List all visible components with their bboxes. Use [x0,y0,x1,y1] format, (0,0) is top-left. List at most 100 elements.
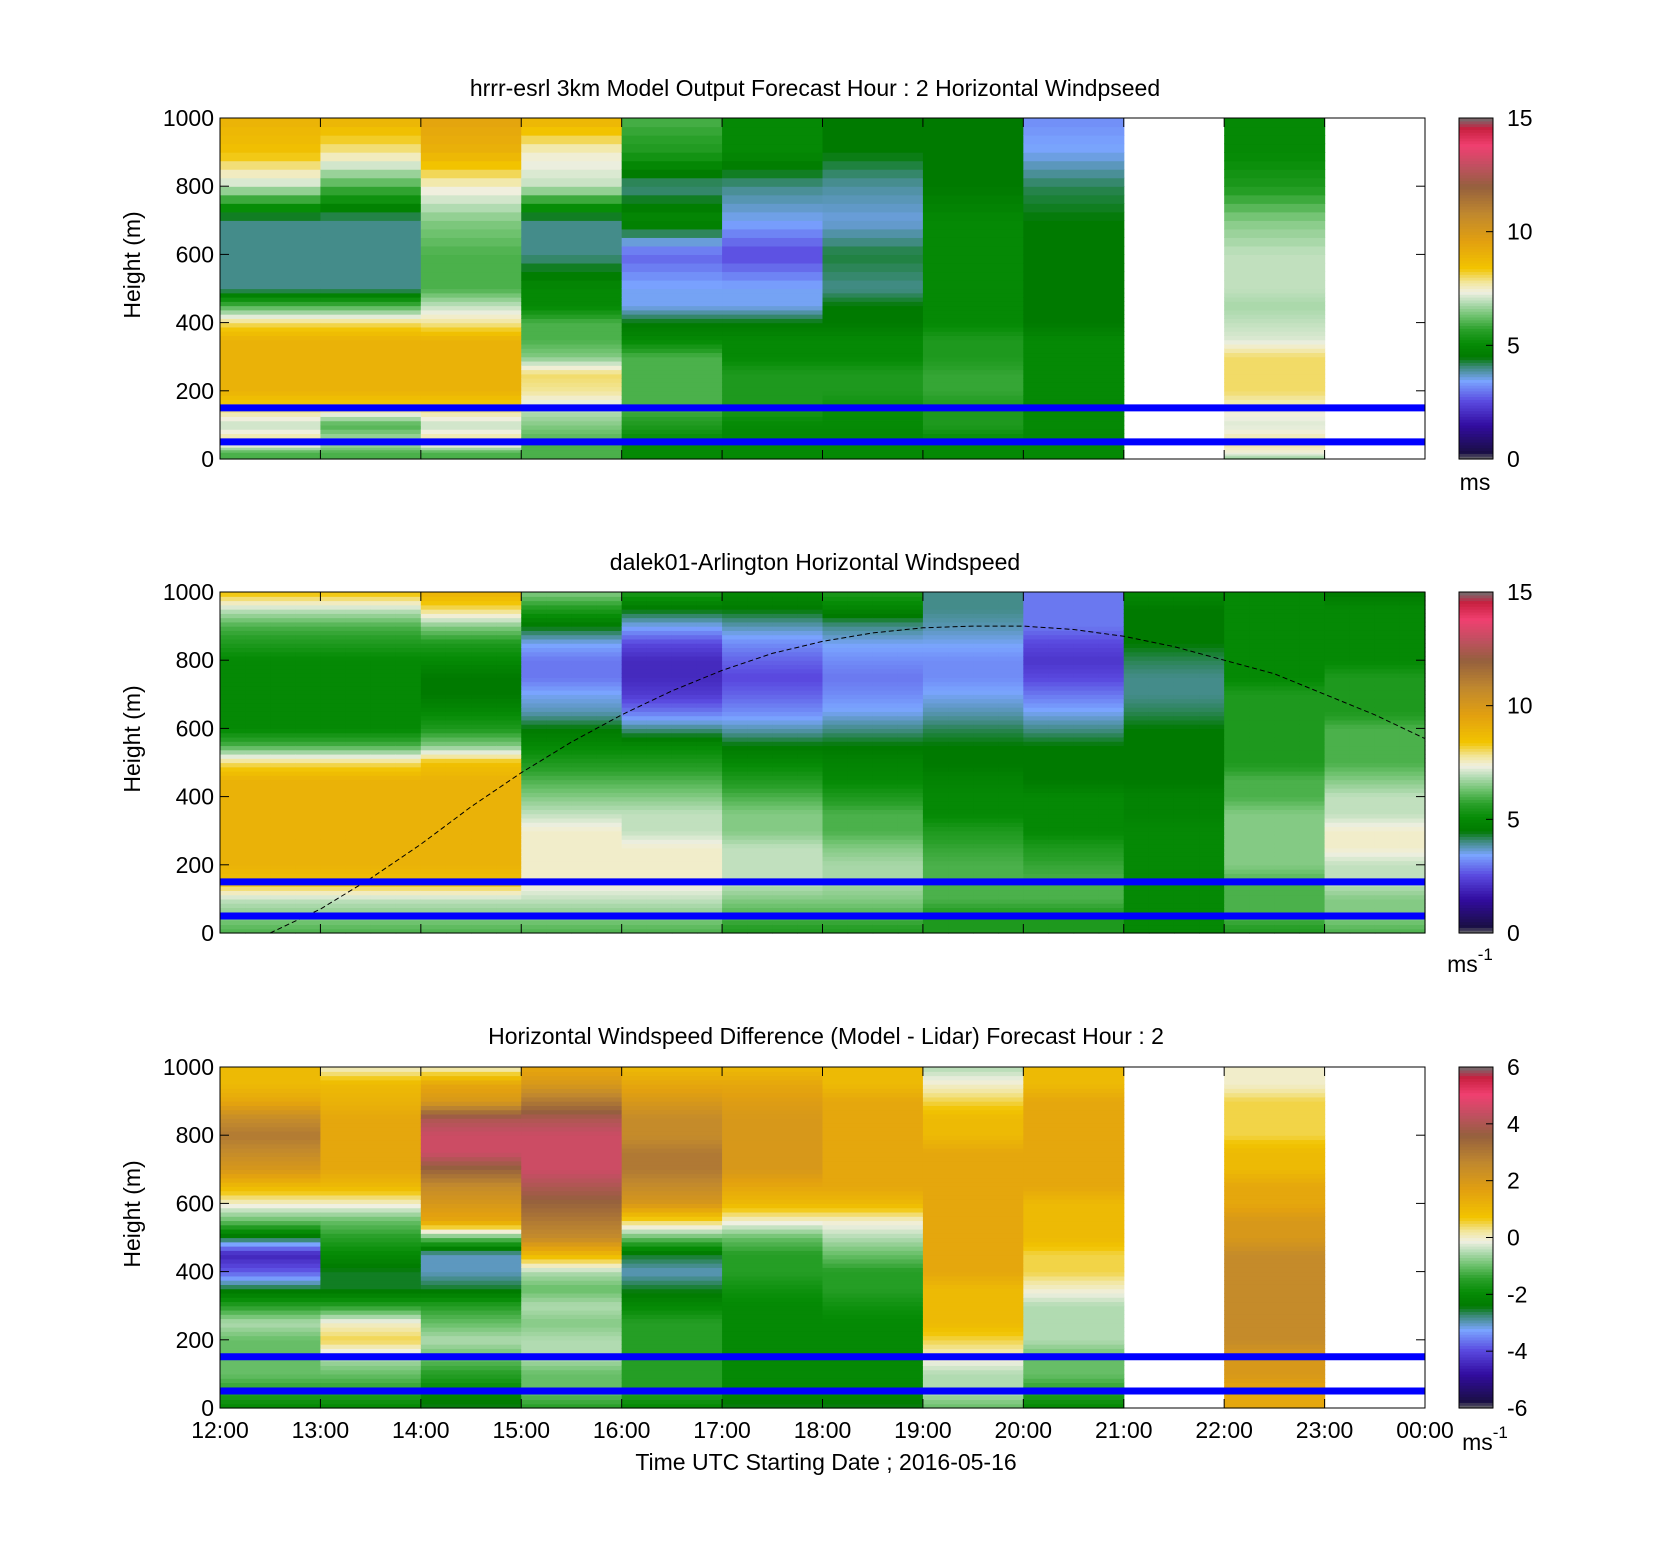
heatmap-cell [797,856,824,862]
heatmap-cell [1048,869,1075,874]
heatmap-cell [521,433,623,439]
heatmap-cell [922,847,949,853]
heatmap-cell [1023,796,1050,802]
heatmap-cell [671,592,698,597]
heatmap-cell [948,664,974,670]
heatmap-cell [998,702,1024,708]
heatmap-cell [596,924,623,930]
heatmap-cell [1299,852,1326,857]
heatmap-cell [496,677,522,683]
heatmap-cell [1023,736,1050,742]
heatmap-cell [1274,655,1301,661]
heatmap-cell [1098,753,1125,759]
heatmap-cell [420,604,447,610]
colorbar-tick-label: 15 [1507,579,1533,605]
heatmap-cell [1073,672,1100,678]
heatmap-cell [1224,779,1250,785]
heatmap-cell [320,429,422,435]
heatmap-cell [345,796,372,802]
heatmap-cell [696,847,723,853]
heatmap-cell [245,779,271,785]
heatmap-cell [220,1335,322,1341]
heatmap-cell [1023,305,1125,311]
heatmap-cell [1249,779,1275,785]
heatmap-cell [671,749,698,755]
heatmap-cell [571,690,598,695]
heatmap-cell [772,890,798,896]
heatmap-cell [948,724,974,729]
heatmap-cell [1274,724,1301,729]
heatmap-cell [897,600,924,606]
heatmap-cell [822,135,924,145]
heatmap-cell [471,617,497,623]
heatmap-cell [1123,638,1150,644]
heatmap-cell [571,745,598,751]
heatmap-cell [1073,668,1100,674]
heatmap-cell [1399,698,1426,704]
heatmap-cell [521,792,547,798]
heatmap-cell [471,638,497,644]
heatmap-cell [345,847,372,853]
heatmap-cell [973,809,999,815]
heatmap-cell [320,1314,422,1320]
heatmap-cell [395,690,422,695]
heatmap-cell [646,792,673,798]
heatmap-cell [973,638,999,644]
heatmap-cell [822,834,849,840]
heatmap-cell [722,135,824,145]
heatmap-cell [897,753,924,759]
heatmap-cell [822,886,849,891]
heatmap-cell [420,830,447,836]
heatmap-cell [696,609,723,614]
heatmap-cell [1374,698,1401,704]
heatmap-cell [897,655,924,661]
heatmap-cell [671,728,698,734]
heatmap-cell [1199,771,1225,776]
heatmap-cell [897,638,924,644]
heatmap-cell [973,643,999,649]
heatmap-cell [1224,186,1326,196]
heatmap-cell [220,1101,322,1106]
heatmap-cell [822,429,924,435]
heatmap-cell [646,651,673,657]
heatmap-cell [922,279,1024,290]
heatmap-cell [1098,728,1125,734]
heatmap-cell [220,245,322,256]
heatmap-cell [1224,596,1250,602]
heatmap-cell [696,600,723,606]
heatmap-cell [295,890,322,896]
heatmap-cell [1224,834,1250,840]
heatmap-cell [922,365,1024,371]
heatmap-cell [395,843,422,849]
heatmap-cell [220,1203,322,1209]
heatmap-cell [320,318,422,324]
heatmap-cell [245,775,271,781]
heatmap-cell [270,826,296,832]
heatmap-cell [722,920,748,926]
heatmap-cell [1023,886,1050,891]
heatmap-cell [772,702,798,708]
heatmap-cell [596,698,623,704]
heatmap-cell [245,698,271,704]
heatmap-cell [420,920,447,926]
heatmap-cell [1249,643,1275,649]
heatmap-cell [1073,626,1100,631]
heatmap-cell [722,796,748,802]
heatmap-cell [948,681,974,687]
heatmap-cell [1023,309,1125,315]
heatmap-cell [872,592,899,597]
heatmap-cell [1199,609,1225,614]
heatmap-cell [948,728,974,734]
heatmap-cell [1199,592,1225,597]
heatmap-cell [1073,651,1100,657]
heatmap-cell [722,169,824,179]
heatmap-cell [1399,647,1426,653]
heatmap-cell [320,382,422,388]
heatmap-cell [922,843,949,849]
heatmap-cell [1224,715,1250,721]
heatmap-cell [1224,847,1250,853]
heatmap-cell [220,1241,322,1247]
heatmap-cell [270,621,296,627]
heatmap-cell [220,365,322,371]
heatmap-cell [621,453,723,457]
